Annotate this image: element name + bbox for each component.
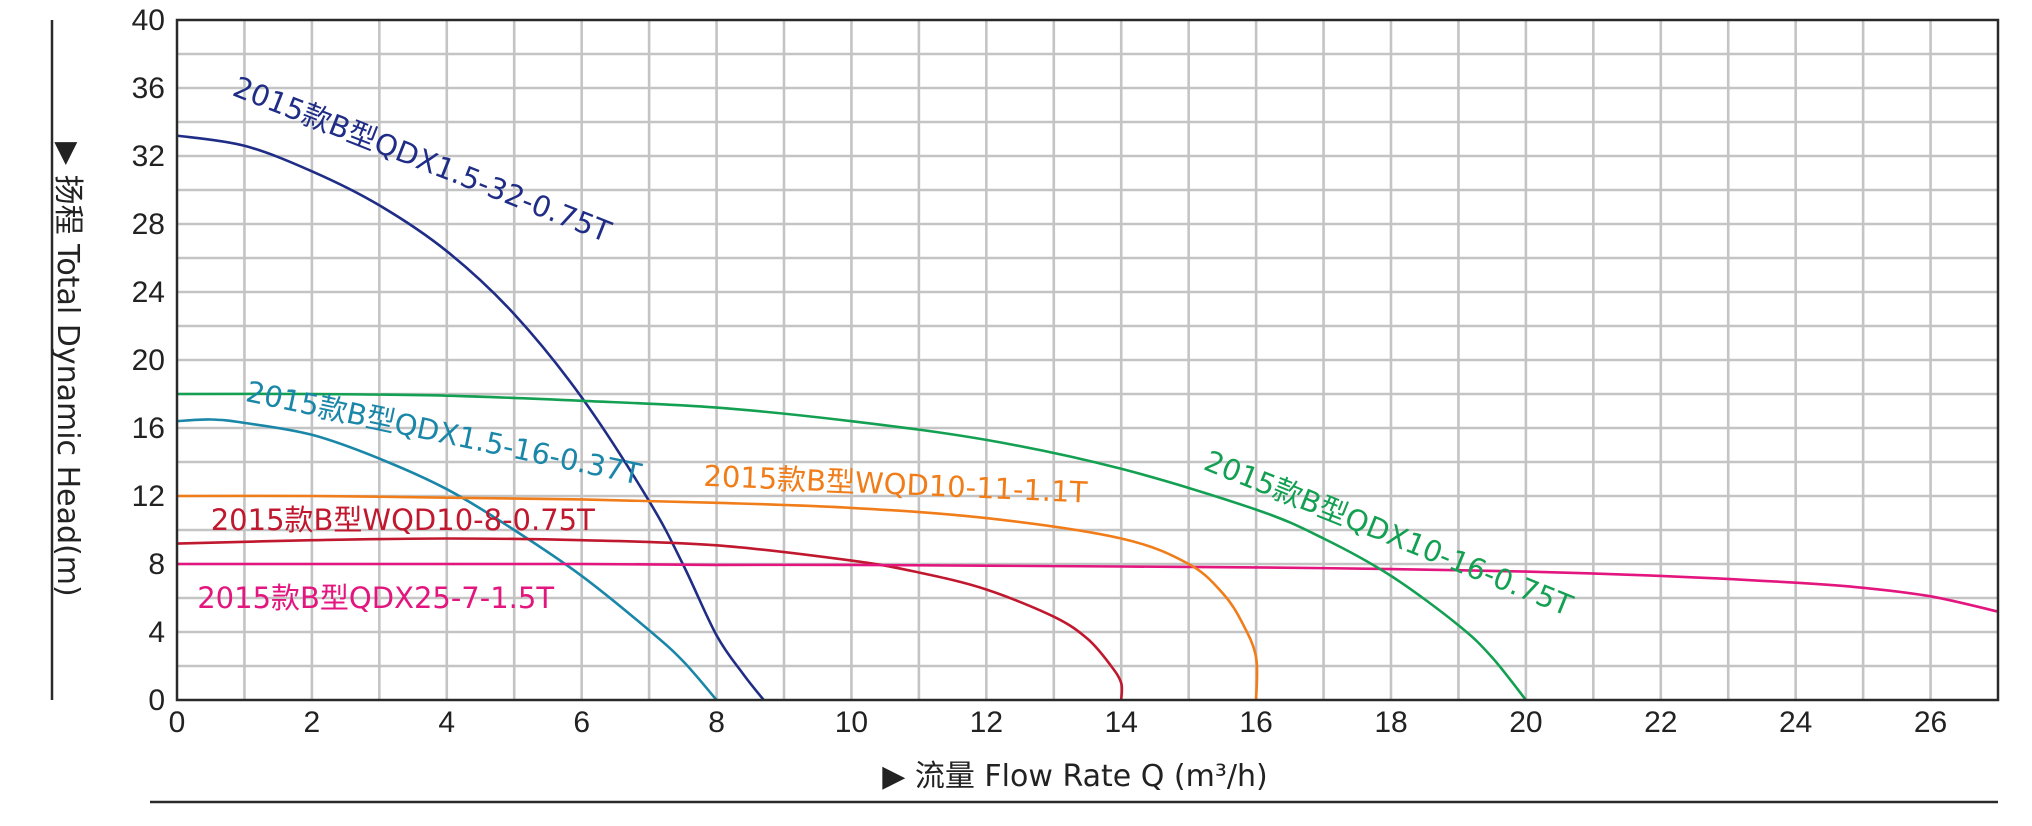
x-tick-label: 12	[970, 706, 1003, 739]
y-tick-label: 24	[132, 276, 165, 309]
series-label-5: 2015款B型WQD10-11-1.1T	[703, 459, 1088, 510]
x-tick-label: 8	[708, 706, 725, 739]
series-line-2	[176, 418, 718, 701]
series-label-3: 2015款B型WQD10-8-0.75T	[211, 503, 595, 537]
y-tick-label: 20	[132, 344, 165, 377]
y-axis-title: ▶ 扬程 Total Dynamic Head(m)	[50, 142, 85, 597]
series-line-4	[176, 562, 1999, 613]
x-tick-label: 0	[169, 706, 186, 739]
series-line-5	[176, 494, 1259, 701]
x-tick-label: 18	[1374, 706, 1407, 739]
series-line-6	[176, 392, 1527, 701]
x-tick-label: 26	[1914, 706, 1947, 739]
y-tick-label: 0	[148, 684, 165, 717]
series-label-4: 2015款B型QDX25-7-1.5T	[197, 581, 554, 615]
x-tick-label: 16	[1239, 706, 1272, 739]
tick-layer: 0 2 4 6 8 10 12 14 16 18 20 22 24 2604812162024283236…	[132, 4, 1948, 739]
y-tick-label: 28	[132, 208, 165, 241]
y-tick-label: 40	[132, 4, 165, 37]
grid-layer	[177, 20, 1998, 700]
x-tick-label: 22	[1644, 706, 1677, 739]
plot-frame	[175, 18, 2000, 702]
x-axis-title: ▶ 流量 Flow Rate Q (m³/h)	[882, 759, 1267, 794]
curve-layer	[176, 134, 1999, 701]
x-tick-label: 20	[1509, 706, 1542, 739]
x-tick-label: 2	[304, 706, 321, 739]
x-tick-label: 6	[573, 706, 590, 739]
y-tick-label: 32	[132, 140, 165, 173]
series-line-1	[176, 134, 765, 701]
y-tick-label: 4	[148, 616, 165, 649]
x-tick-label: 4	[438, 706, 455, 739]
y-tick-label: 16	[132, 412, 165, 445]
x-tick-label: 14	[1105, 706, 1138, 739]
y-tick-label: 36	[132, 72, 165, 105]
y-tick-label: 12	[132, 480, 165, 513]
x-tick-label: 10	[835, 706, 868, 739]
y-tick-label: 8	[148, 548, 165, 581]
x-tick-label: 24	[1779, 706, 1812, 739]
series-line-3	[176, 537, 1124, 701]
